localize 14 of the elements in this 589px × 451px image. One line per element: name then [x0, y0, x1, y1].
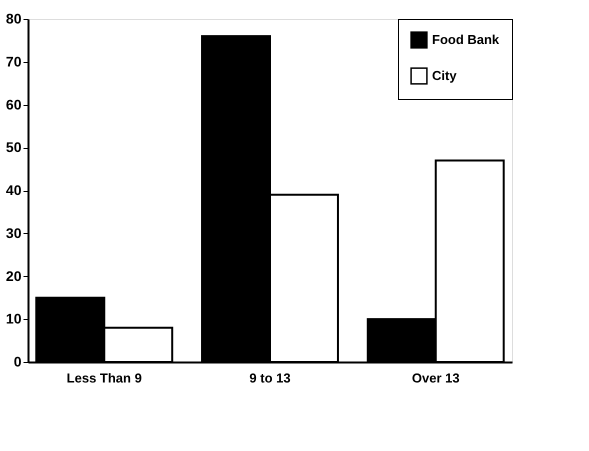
y-tick-label: 60 — [6, 96, 22, 112]
x-tick-label: 9 to 13 — [249, 370, 291, 386]
y-tick-label: 10 — [6, 310, 22, 327]
x-tick-label: Over 13 — [412, 370, 460, 386]
y-tick-label: 50 — [6, 139, 22, 156]
y-tick-label: 0 — [14, 354, 22, 370]
legend-label: City — [432, 68, 458, 83]
y-tick-label: 30 — [6, 224, 22, 241]
x-tick-label: Less Than 9 — [66, 370, 142, 386]
y-tick-label: 70 — [6, 53, 22, 70]
y-tick-label: 40 — [6, 182, 22, 198]
legend-label: Food Bank — [432, 32, 500, 47]
y-tick-label: 80 — [6, 10, 22, 26]
y-tick-label: 20 — [6, 268, 22, 284]
